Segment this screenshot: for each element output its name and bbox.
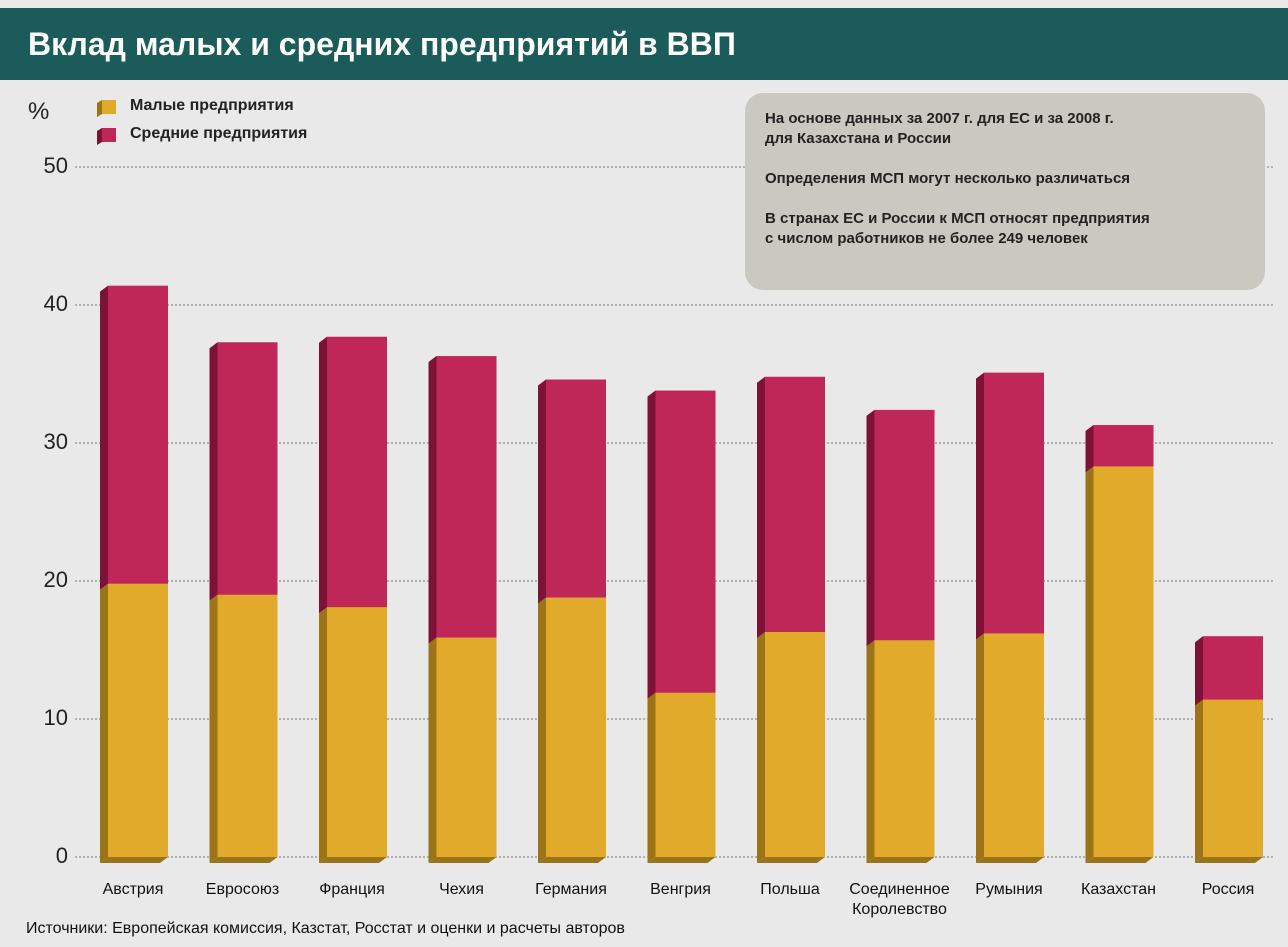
y-tick-label: 30	[44, 429, 68, 454]
bar-side	[647, 390, 656, 699]
bar	[108, 285, 168, 584]
bar-base	[319, 857, 387, 863]
bar	[765, 632, 825, 857]
bar	[546, 597, 606, 857]
bar	[217, 342, 278, 595]
bar	[546, 379, 606, 598]
x-tick-label: Чехия	[439, 881, 484, 898]
bar-side	[1085, 466, 1094, 863]
bar-base	[209, 857, 278, 863]
note: В странах ЕС и России к МСП относят пред…	[765, 209, 1245, 249]
y-tick-label: 50	[44, 153, 68, 178]
bar	[436, 356, 497, 638]
note: Определения МСП могут несколько различат…	[765, 169, 1245, 189]
chart-title: Вклад малых и средних предприятий в ВВП	[0, 8, 1288, 80]
bar-side	[209, 594, 218, 863]
bar	[765, 376, 825, 633]
x-tick-label: Франция	[319, 881, 385, 898]
legend-label: Средние предприятия	[130, 125, 308, 142]
bar	[874, 409, 935, 641]
bar-side	[757, 632, 765, 863]
bar	[655, 390, 716, 693]
bar-side	[866, 640, 875, 863]
bar-base	[100, 857, 168, 863]
bar	[984, 633, 1044, 857]
bar-side	[866, 409, 875, 647]
bar	[1093, 425, 1154, 467]
x-tick-label: Евросоюз	[205, 881, 280, 898]
bar	[655, 692, 716, 857]
bar-side	[1195, 699, 1203, 863]
bar	[1203, 636, 1263, 700]
bar-side	[209, 342, 218, 601]
source: Источники: Европейская комиссия, Казстат…	[26, 920, 625, 937]
notes-box: На основе данных за 2007 г. для ЕС и за …	[745, 93, 1265, 290]
bar-side	[757, 376, 765, 639]
bar-base	[976, 857, 1044, 863]
x-tick-label: Румыния	[975, 881, 1043, 898]
bar-base	[757, 857, 825, 863]
y-tick-label: 20	[44, 567, 68, 592]
bar	[436, 637, 497, 857]
x-tick-label: Германия	[535, 881, 607, 898]
note-line: с числом работников не более 249 человек	[765, 230, 1088, 247]
bar-side	[647, 692, 656, 863]
x-tick-label: Казахстан	[1081, 881, 1156, 898]
bar-side	[428, 637, 437, 863]
x-tick-label: Россия	[1201, 881, 1255, 898]
bar-side	[1085, 425, 1094, 473]
bar	[327, 607, 387, 857]
note-line: На основе данных за 2007 г. для ЕС и за …	[765, 110, 1114, 127]
note-line: Определения МСП могут несколько различат…	[765, 170, 1131, 187]
y-tick-label: 0	[56, 843, 68, 868]
bar	[1093, 466, 1154, 857]
legend-swatch-side	[97, 100, 102, 117]
bar	[217, 594, 278, 857]
x-tick-label: Австрия	[102, 881, 164, 898]
x-tick-label: Венгрия	[650, 881, 711, 898]
bar	[1203, 699, 1263, 857]
bar	[108, 583, 168, 857]
bar-base	[538, 857, 606, 863]
bar-base	[1195, 857, 1263, 863]
y-tick-label: 10	[44, 705, 68, 730]
bar	[984, 372, 1044, 634]
note: На основе данных за 2007 г. для ЕС и за …	[765, 109, 1245, 149]
legend-label: Малые предприятия	[130, 97, 294, 114]
legend-swatch	[102, 128, 116, 142]
bar-side	[976, 372, 984, 640]
bar-side	[1195, 636, 1203, 706]
bar	[327, 336, 387, 608]
bar-side	[100, 285, 108, 590]
legend-swatch	[102, 100, 116, 114]
note-line: для Казахстана и России	[765, 130, 952, 147]
x-tick-label: Соединенное Королевство	[849, 881, 950, 918]
bar-side	[538, 379, 546, 604]
bar-base	[428, 857, 497, 863]
bar-base	[1085, 857, 1154, 863]
bar-side	[100, 583, 108, 863]
bar-side	[319, 607, 327, 863]
y-axis-label: %	[28, 98, 50, 125]
bar-side	[976, 633, 984, 863]
bar-base	[647, 857, 716, 863]
bar-side	[319, 336, 327, 614]
bar-base	[866, 857, 935, 863]
note-line: В странах ЕС и России к МСП относят пред…	[765, 210, 1150, 227]
bar-side	[428, 356, 437, 644]
bar-side	[538, 597, 546, 863]
legend-swatch-side	[97, 128, 102, 145]
bar	[874, 640, 935, 857]
y-tick-label: 40	[44, 291, 68, 316]
x-tick-label: Польша	[760, 881, 820, 898]
